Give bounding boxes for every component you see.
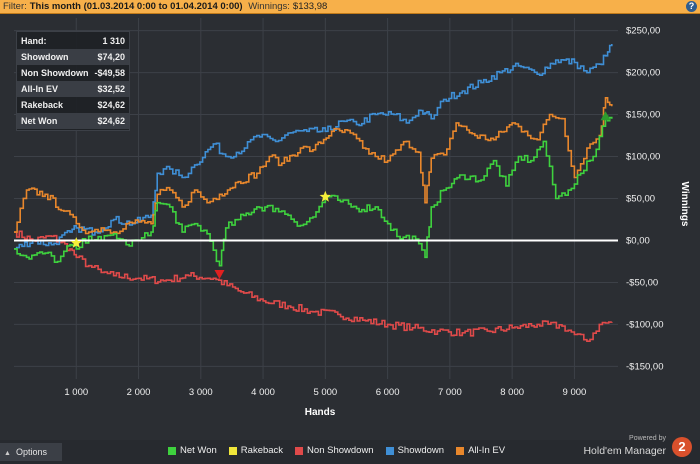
x-tick-label: 5 000 [313, 387, 337, 398]
marker-star [319, 190, 331, 202]
stat-label: Net Won [21, 116, 58, 126]
legend-label: Net Won [180, 445, 217, 456]
filter-bar: Filter: This month (01.03.2014 0:00 to 01… [0, 0, 700, 14]
logo-icon: 2 [672, 437, 692, 457]
legend-label: Rakeback [240, 445, 284, 456]
options-label: Options [15, 447, 47, 457]
legend-item[interactable]: Rakeback [228, 445, 284, 457]
legend-item[interactable]: All-In EV [456, 445, 505, 457]
series-line-showdown [14, 44, 613, 250]
stat-row: Showdown $74,20 [17, 49, 129, 65]
marker-star [70, 237, 82, 248]
x-tick-label: 9 000 [563, 387, 587, 398]
stat-value: 1 310 [102, 36, 125, 46]
x-axis-label: Hands [305, 407, 336, 418]
stat-row: Non Showdown -$49,58 [17, 65, 129, 81]
y-tick-label: -$50,00 [626, 277, 658, 288]
legend-label: Non Showdown [307, 445, 374, 456]
stat-row: All-In EV $32,52 [17, 81, 129, 97]
y-tick-label: $200,00 [626, 68, 660, 79]
y-tick-label: -$150,00 [626, 361, 664, 372]
series-line-all-in-ev [14, 97, 613, 235]
stat-label: Non Showdown [21, 68, 89, 78]
x-axis-ticks: 1 000 2 000 3 000 4 000 5 000 6 000 7 000 8 000… [64, 387, 586, 398]
winnings-value: $133,98 [292, 1, 328, 12]
powered-by-text: Powered by [629, 435, 666, 442]
y-tick-label: $0,00 [626, 235, 650, 246]
stat-value: $32,52 [97, 84, 125, 94]
series-line-non-showdown [14, 230, 613, 342]
marker-triangle-up [600, 111, 611, 121]
stat-value: -$49,58 [94, 68, 125, 78]
legend-label: Showdown [397, 445, 445, 456]
legend-item[interactable]: Non Showdown [295, 445, 374, 457]
bottom-bar [0, 440, 700, 464]
stats-box: Hand: 1 310 Showdown $74,20 Non Showdown -$49… [16, 31, 130, 131]
y-tick-label: -$100,00 [626, 319, 664, 330]
x-tick-label: 3 000 [189, 387, 213, 398]
legend-swatch [385, 447, 394, 455]
stat-value: $74,20 [97, 52, 125, 62]
y-axis-label: Winnings [679, 182, 690, 227]
stat-label: Rakeback [21, 100, 64, 110]
legend-swatch [456, 447, 465, 455]
stat-row: Net Won $24,62 [17, 113, 129, 129]
filter-label: Filter: [3, 1, 27, 12]
help-icon[interactable]: ? [686, 1, 697, 12]
x-tick-label: 2 000 [127, 387, 151, 398]
y-tick-label: $100,00 [626, 152, 660, 163]
filter-value[interactable]: This month (01.03.2014 0:00 to 01.04.201… [29, 1, 243, 12]
series-layer [14, 44, 613, 342]
series-line-net-won [14, 115, 613, 267]
legend: Net Won Rakeback Non Showdown Showdown All-I… [168, 445, 517, 457]
y-axis-ticks: $250,00 $200,00 $150,00 $100,00 $50,00 $0,00 -… [626, 26, 664, 373]
x-tick-label: 8 000 [500, 387, 524, 398]
legend-label: All-In EV [468, 445, 506, 456]
legend-swatch [228, 447, 237, 455]
y-tick-label: $250,00 [626, 26, 660, 37]
stat-row: Rakeback $24,62 [17, 97, 129, 113]
markers [70, 111, 611, 280]
stat-row: Hand: 1 310 [17, 33, 129, 49]
marker-triangle-down [214, 270, 225, 280]
stat-label: Hand: [21, 36, 47, 46]
stat-label: Showdown [21, 52, 69, 62]
legend-item[interactable]: Net Won [168, 445, 217, 457]
x-tick-label: 1 000 [64, 387, 88, 398]
winnings-label: Winnings: [248, 1, 290, 12]
stat-value: $24,62 [97, 100, 125, 110]
brand: Powered by Hold'em Manager 2 [582, 434, 694, 462]
x-tick-label: 7 000 [438, 387, 462, 398]
x-tick-label: 6 000 [376, 387, 400, 398]
legend-item[interactable]: Showdown [385, 445, 445, 457]
stat-value: $24,62 [97, 116, 125, 126]
x-tick-label: 4 000 [251, 387, 275, 398]
brand-name: Hold'em Manager [583, 445, 666, 457]
options-button[interactable]: ▲ Options [0, 443, 62, 461]
caret-up-icon: ▲ [4, 450, 11, 457]
legend-swatch [295, 447, 304, 455]
legend-swatch [168, 447, 176, 455]
y-tick-label: $50,00 [626, 194, 655, 205]
y-tick-label: $150,00 [626, 110, 660, 121]
stat-label: All-In EV [21, 84, 59, 94]
